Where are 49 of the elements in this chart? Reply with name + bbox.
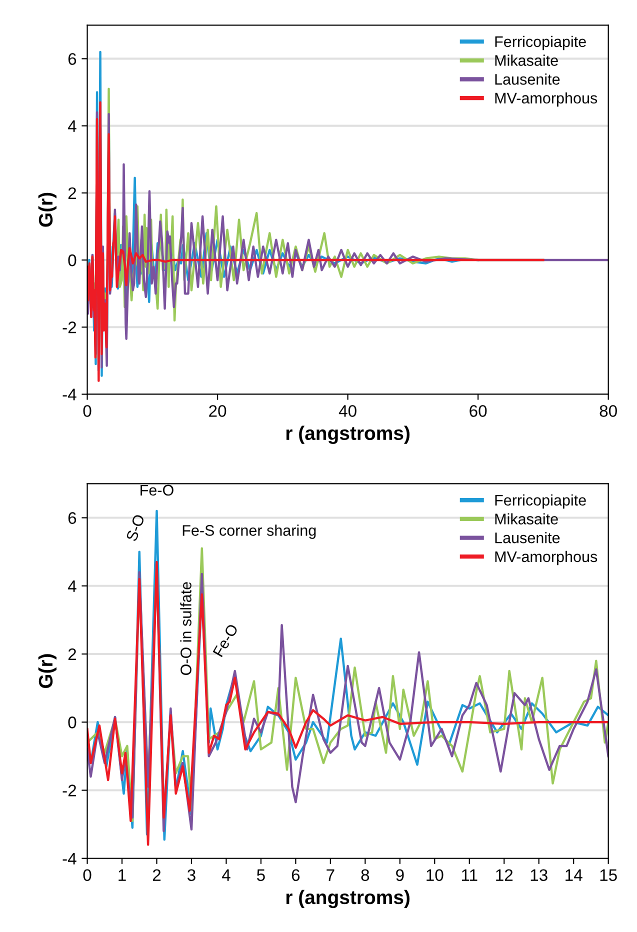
x-tick-label: 7: [326, 869, 334, 881]
legend-label: MV-amorphous: [495, 550, 598, 566]
y-tick-label: -2: [62, 322, 76, 334]
x-tick-label: 5: [256, 869, 265, 882]
x-tick-label: 13: [530, 869, 548, 882]
legend-label: Lausenite: [495, 74, 560, 85]
x-tick-label: 8: [361, 869, 370, 882]
x-tick-label: 12: [496, 869, 513, 881]
legend-label: Lausenite: [495, 532, 560, 544]
x-tick-label: 1: [118, 869, 126, 881]
x-tick-label: 80: [600, 405, 617, 417]
x-tick-label: 9: [396, 869, 404, 882]
x-tick-label: 20: [209, 405, 226, 417]
y-tick-label: 4: [68, 120, 76, 132]
x-tick-label: 15: [600, 869, 617, 882]
legend-label: Ferricopiapite: [495, 494, 586, 509]
x-tick-label: 11: [462, 869, 478, 881]
y-tick-label: 2: [68, 648, 76, 660]
y-tick-label: -4: [62, 388, 76, 400]
y-tick-label: -4: [62, 852, 76, 864]
x-tick-label: 40: [338, 405, 356, 417]
x-tick-label: 0: [83, 405, 92, 417]
legend-label: Ferricopiapite: [495, 36, 586, 50]
y-tick-label: 6: [68, 53, 76, 65]
legend-label: Mikasaite: [495, 513, 558, 524]
annotation: S-O: [126, 514, 145, 542]
y-tick-label: -2: [62, 784, 76, 796]
legend-label: Mikasaite: [495, 54, 558, 66]
y-tick-label: 0: [68, 254, 76, 266]
x-axis-title: r (angstroms): [286, 890, 410, 908]
annotation: Fe-S corner sharing: [182, 524, 316, 539]
x-tick-label: 0: [83, 869, 92, 882]
y-axis-title: G(r): [38, 654, 56, 688]
x-tick-label: 3: [187, 869, 196, 882]
y-tick-label: 2: [68, 187, 76, 199]
annotation: O-O in sulfate: [180, 582, 192, 675]
x-tick-label: 10: [426, 869, 444, 882]
y-tick-label: 4: [68, 580, 76, 592]
x-tick-label: 60: [470, 405, 487, 417]
y-axis-title: G(r): [38, 192, 56, 227]
y-tick-label: 6: [68, 512, 76, 524]
x-tick-label: 14: [566, 869, 582, 881]
x-tick-label: 6: [292, 869, 300, 882]
x-axis-title: r (angstroms): [286, 426, 410, 444]
y-tick-label: 0: [68, 716, 76, 728]
x-tick-label: 2: [152, 869, 161, 881]
annotation: Fe-O: [140, 484, 174, 496]
x-tick-label: 4: [222, 869, 230, 881]
legend-label: MV-amorphous: [495, 92, 598, 107]
